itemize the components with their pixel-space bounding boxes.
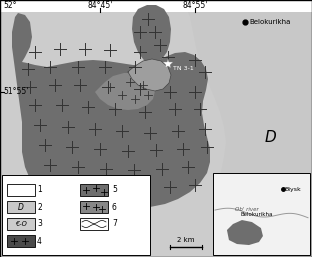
Text: 6: 6 xyxy=(112,203,117,212)
Text: Belokurikha: Belokurikha xyxy=(241,212,273,217)
Polygon shape xyxy=(128,59,171,91)
Bar xyxy=(7,235,35,247)
Text: Ob' river: Ob' river xyxy=(235,207,259,212)
Text: D: D xyxy=(18,203,24,212)
Text: 2: 2 xyxy=(37,203,42,212)
Text: 1: 1 xyxy=(37,186,42,195)
Polygon shape xyxy=(12,13,210,210)
Text: 4: 4 xyxy=(37,236,42,245)
Polygon shape xyxy=(188,12,312,257)
Polygon shape xyxy=(227,220,263,245)
Bar xyxy=(7,218,35,230)
Bar xyxy=(80,218,108,230)
Bar xyxy=(80,184,108,196)
Bar xyxy=(2,175,150,255)
Text: 7: 7 xyxy=(112,219,117,228)
Text: €-O: €-O xyxy=(47,203,69,216)
Polygon shape xyxy=(0,0,312,12)
Bar xyxy=(213,173,310,255)
Polygon shape xyxy=(132,5,171,65)
Text: Biysk: Biysk xyxy=(285,187,302,192)
Polygon shape xyxy=(95,73,155,110)
Text: 51°55': 51°55' xyxy=(3,87,28,96)
Polygon shape xyxy=(0,12,312,257)
Text: Belokurikha: Belokurikha xyxy=(249,19,290,25)
Text: 52°: 52° xyxy=(3,1,17,10)
Bar xyxy=(7,184,35,196)
Text: 5: 5 xyxy=(112,186,117,195)
Text: 84°55': 84°55' xyxy=(182,1,208,10)
Bar xyxy=(80,201,108,213)
Bar xyxy=(0,0,312,12)
Text: 3: 3 xyxy=(37,219,42,228)
Bar xyxy=(7,201,35,213)
Text: €-O: €-O xyxy=(15,221,27,227)
Text: 2 km: 2 km xyxy=(177,237,195,243)
Text: TN 3-1: TN 3-1 xyxy=(173,66,194,71)
Text: D: D xyxy=(264,130,276,144)
Text: 84°45': 84°45' xyxy=(87,1,113,10)
